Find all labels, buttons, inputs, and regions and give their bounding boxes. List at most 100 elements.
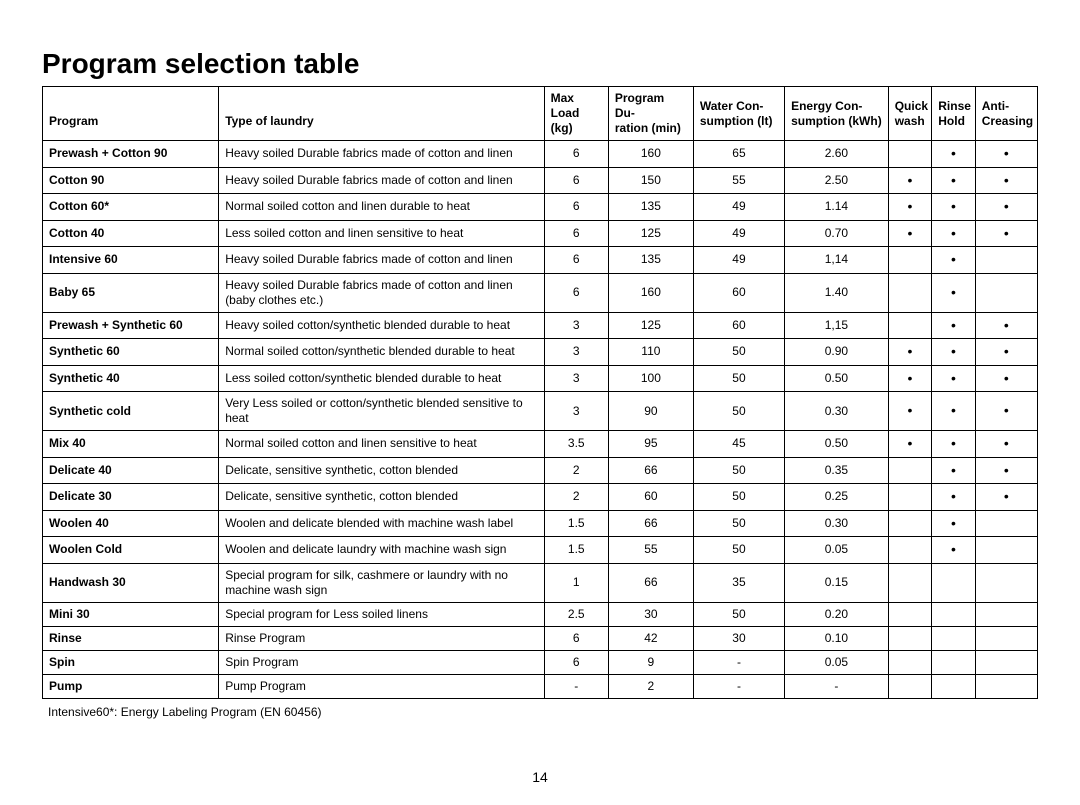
col-maxload: Max Load(kg) xyxy=(544,87,608,141)
cell-energy: 0.90 xyxy=(785,339,889,366)
cell-type: Spin Program xyxy=(219,650,544,674)
cell-duration: 30 xyxy=(608,602,693,626)
cell-rinsehold xyxy=(932,626,976,650)
cell-program: Intensive 60 xyxy=(43,247,219,274)
cell-type: Heavy soiled Durable fabrics made of cot… xyxy=(219,141,544,168)
table-row: Prewash + Cotton 90Heavy soiled Durable … xyxy=(43,141,1038,168)
cell-energy: - xyxy=(785,674,889,698)
cell-type: Normal soiled cotton/synthetic blended d… xyxy=(219,339,544,366)
cell-anticreasing: • xyxy=(975,194,1037,221)
cell-program: Synthetic 40 xyxy=(43,365,219,392)
cell-load: 3 xyxy=(544,365,608,392)
cell-quickwash xyxy=(888,510,932,537)
cell-energy: 0.30 xyxy=(785,510,889,537)
cell-duration: 160 xyxy=(608,141,693,168)
cell-anticreasing: • xyxy=(975,167,1037,194)
cell-energy: 1,14 xyxy=(785,247,889,274)
cell-duration: 60 xyxy=(608,484,693,511)
cell-program: Prewash + Cotton 90 xyxy=(43,141,219,168)
cell-load: 3 xyxy=(544,392,608,431)
cell-water: 50 xyxy=(693,602,784,626)
table-row: Mix 40Normal soiled cotton and linen sen… xyxy=(43,431,1038,458)
program-table: Program Type of laundry Max Load(kg) Pro… xyxy=(42,86,1038,699)
cell-anticreasing: • xyxy=(975,220,1037,247)
cell-quickwash: • xyxy=(888,365,932,392)
cell-program: Cotton 60* xyxy=(43,194,219,221)
cell-program: Cotton 90 xyxy=(43,167,219,194)
cell-program: Spin xyxy=(43,650,219,674)
cell-duration: 150 xyxy=(608,167,693,194)
cell-energy: 0.05 xyxy=(785,650,889,674)
cell-quickwash: • xyxy=(888,431,932,458)
footnote: Intensive60*: Energy Labeling Program (E… xyxy=(42,705,1038,719)
cell-load: 6 xyxy=(544,167,608,194)
cell-water: 49 xyxy=(693,247,784,274)
table-row: Cotton 40Less soiled cotton and linen se… xyxy=(43,220,1038,247)
cell-anticreasing xyxy=(975,563,1037,602)
cell-load: 6 xyxy=(544,626,608,650)
cell-water: 50 xyxy=(693,510,784,537)
cell-water: - xyxy=(693,650,784,674)
cell-type: Heavy soiled Durable fabrics made of cot… xyxy=(219,273,544,312)
cell-program: Woolen Cold xyxy=(43,537,219,564)
table-row: Delicate 30Delicate, sensitive synthetic… xyxy=(43,484,1038,511)
cell-program: Mini 30 xyxy=(43,602,219,626)
cell-anticreasing: • xyxy=(975,312,1037,339)
cell-duration: 66 xyxy=(608,510,693,537)
cell-load: 3.5 xyxy=(544,431,608,458)
cell-program: Handwash 30 xyxy=(43,563,219,602)
cell-program: Synthetic 60 xyxy=(43,339,219,366)
cell-quickwash xyxy=(888,563,932,602)
cell-duration: 55 xyxy=(608,537,693,564)
cell-type: Heavy soiled cotton/synthetic blended du… xyxy=(219,312,544,339)
table-row: Baby 65Heavy soiled Durable fabrics made… xyxy=(43,273,1038,312)
cell-load: 2 xyxy=(544,484,608,511)
cell-energy: 0.15 xyxy=(785,563,889,602)
cell-load: - xyxy=(544,674,608,698)
cell-water: 65 xyxy=(693,141,784,168)
cell-anticreasing xyxy=(975,273,1037,312)
cell-rinsehold: • xyxy=(932,431,976,458)
cell-load: 6 xyxy=(544,247,608,274)
cell-quickwash: • xyxy=(888,220,932,247)
cell-anticreasing xyxy=(975,626,1037,650)
cell-anticreasing xyxy=(975,537,1037,564)
cell-rinsehold: • xyxy=(932,457,976,484)
cell-anticreasing xyxy=(975,510,1037,537)
cell-quickwash xyxy=(888,537,932,564)
cell-program: Delicate 40 xyxy=(43,457,219,484)
cell-duration: 2 xyxy=(608,674,693,698)
cell-water: 49 xyxy=(693,194,784,221)
cell-anticreasing: • xyxy=(975,484,1037,511)
cell-program: Pump xyxy=(43,674,219,698)
cell-energy: 0.10 xyxy=(785,626,889,650)
cell-type: Special program for Less soiled linens xyxy=(219,602,544,626)
cell-load: 6 xyxy=(544,141,608,168)
cell-load: 2 xyxy=(544,457,608,484)
cell-anticreasing: • xyxy=(975,365,1037,392)
cell-rinsehold: • xyxy=(932,167,976,194)
cell-rinsehold: • xyxy=(932,273,976,312)
cell-program: Rinse xyxy=(43,626,219,650)
cell-anticreasing: • xyxy=(975,457,1037,484)
cell-energy: 0.30 xyxy=(785,392,889,431)
cell-type: Delicate, sensitive synthetic, cotton bl… xyxy=(219,484,544,511)
col-quickwash: Quickwash xyxy=(888,87,932,141)
cell-program: Prewash + Synthetic 60 xyxy=(43,312,219,339)
cell-load: 1 xyxy=(544,563,608,602)
table-row: RinseRinse Program642300.10 xyxy=(43,626,1038,650)
cell-energy: 0.50 xyxy=(785,365,889,392)
cell-type: Very Less soiled or cotton/synthetic ble… xyxy=(219,392,544,431)
cell-duration: 66 xyxy=(608,457,693,484)
cell-energy: 1.40 xyxy=(785,273,889,312)
cell-quickwash: • xyxy=(888,339,932,366)
cell-duration: 100 xyxy=(608,365,693,392)
col-program: Program xyxy=(43,87,219,141)
cell-type: Less soiled cotton and linen sensitive t… xyxy=(219,220,544,247)
cell-rinsehold xyxy=(932,674,976,698)
cell-duration: 125 xyxy=(608,220,693,247)
table-row: Cotton 60*Normal soiled cotton and linen… xyxy=(43,194,1038,221)
cell-quickwash xyxy=(888,312,932,339)
cell-anticreasing: • xyxy=(975,392,1037,431)
cell-program: Baby 65 xyxy=(43,273,219,312)
